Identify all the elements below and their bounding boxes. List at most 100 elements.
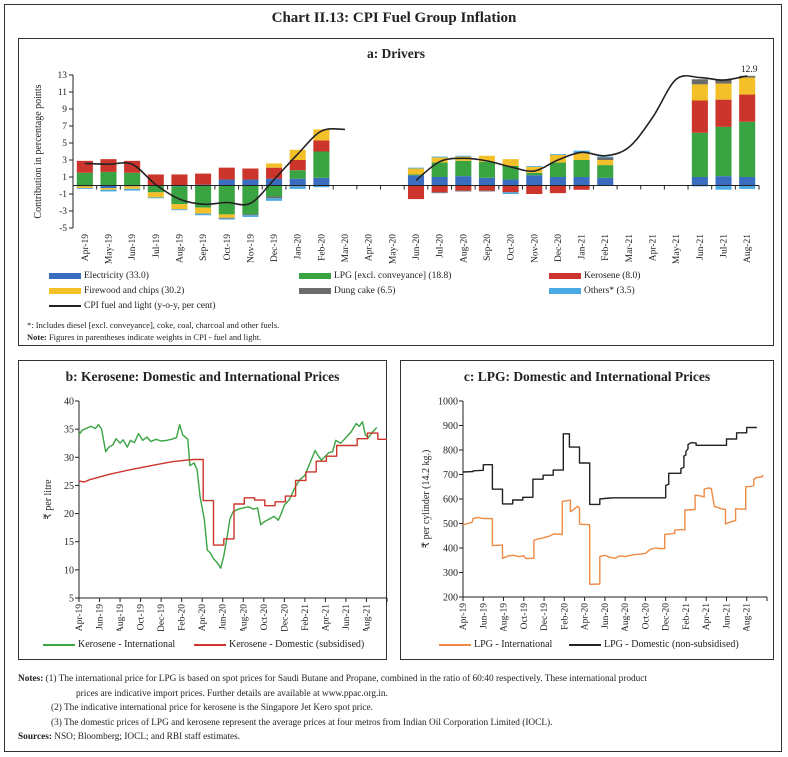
bar-segment-lpg	[502, 165, 519, 180]
bar-segment-lpg	[124, 172, 141, 186]
series-line-kerosene-international	[78, 421, 378, 569]
note-text: Figures in parentheses indicate weights …	[46, 332, 262, 342]
notes-block: Notes: (1) The international price for L…	[18, 672, 778, 745]
x-tick-label: Feb-20	[178, 604, 188, 631]
bar-segment-others	[455, 155, 472, 157]
bar-segment-dung	[242, 214, 259, 216]
legend-swatch-cpi	[49, 305, 81, 307]
bar-segment-firewood	[549, 154, 566, 163]
bar-segment-kerosene	[478, 185, 496, 191]
legend-swatch-electricity	[49, 273, 81, 279]
bar-segment-dung	[691, 79, 708, 85]
legend-electricity: Electricity (33.0)	[49, 271, 149, 281]
y-tick-label: 1	[62, 173, 67, 183]
x-tick-label: Jun-21	[722, 603, 732, 629]
bar-segment-lpg	[266, 185, 283, 197]
bar-segment-lpg	[549, 162, 566, 177]
x-tick-label: Aug-21	[362, 604, 372, 631]
legend-label: LPG - International	[474, 639, 553, 650]
legend-swatch-lpg	[299, 273, 331, 279]
y-tick-label: -3	[59, 207, 67, 217]
cpi-line	[415, 74, 748, 182]
bar-segment-dung	[739, 75, 756, 78]
x-tick-label: May-21	[672, 234, 682, 264]
bar-segment-firewood	[502, 159, 519, 166]
legend-firewood: Firewood and chips (30.2)	[49, 286, 184, 296]
sources-text: NSO; Bloomberg; IOCL; and RBI staff esti…	[51, 732, 241, 742]
bar-segment-kerosene	[502, 185, 519, 193]
x-tick-label: Sep-20	[483, 234, 493, 261]
cpi-line	[84, 128, 346, 206]
legend-swatch-kero-intl	[43, 643, 75, 646]
bar-segment-others	[407, 167, 425, 169]
note-line-1b: prices are indicative import prices. Fur…	[18, 687, 778, 702]
y-tick-label: 900	[443, 421, 458, 432]
x-tick-label: Dec-19	[540, 603, 550, 631]
y-axis-label: ₹ per cylinder (14.2 kg.)	[421, 450, 432, 549]
bar-segment-kerosene	[739, 94, 756, 122]
x-tick-label: Mar-20	[341, 234, 351, 263]
bar-segment-others	[431, 156, 448, 158]
legend-lpg: LPG [excl. conveyance] (18.8)	[299, 271, 451, 281]
legend-swatch-firewood	[49, 288, 81, 294]
x-tick-label: Dec-20	[662, 603, 672, 631]
x-tick-label: Apr-21	[321, 604, 331, 631]
bar-segment-lpg	[431, 162, 448, 177]
bar-segment-kerosene	[100, 159, 117, 172]
bar-segment-lpg	[313, 151, 330, 178]
sources-line: Sources: NSO; Bloomberg; IOCL; and RBI s…	[18, 730, 778, 745]
bar-segment-dung	[266, 196, 283, 199]
bar-segment-others	[526, 165, 543, 167]
x-tick-label: Aug-19	[116, 604, 126, 631]
bar-segment-electricity	[242, 179, 259, 186]
x-tick-label: Oct-19	[137, 604, 147, 631]
x-tick-label: Apr-21	[702, 603, 712, 630]
x-tick-label: Jul-19	[152, 234, 162, 258]
y-tick-label: -1	[59, 190, 67, 200]
x-tick-label: Jan-21	[578, 234, 588, 260]
legend-label: Others* (3.5)	[584, 286, 635, 296]
bar-segment-lpg	[455, 160, 472, 177]
x-tick-label: Aug-21	[743, 234, 753, 263]
kerosene-chart: 40 35 30 25 20 15 10 5 ₹ per litre Apr-19 Jun-19 Au…	[43, 397, 388, 631]
x-tick-label: Aug-19	[500, 603, 510, 631]
bar-segment-firewood	[313, 129, 330, 141]
bar-segment-firewood	[195, 207, 212, 214]
x-tick-label: Jan-20	[294, 234, 304, 260]
x-tick-label: Oct-19	[223, 234, 233, 261]
bar-segment-kerosene	[573, 185, 590, 190]
series-line-lpg-international	[462, 474, 764, 585]
y-tick-label: 11	[58, 88, 67, 98]
bar-segment-lpg	[195, 185, 212, 208]
y-tick-label: 15	[64, 537, 74, 548]
legend-label: Kerosene - International	[78, 639, 176, 650]
bar-segment-firewood	[124, 186, 141, 189]
x-tick-label: Aug-19	[175, 234, 185, 263]
bar-segment-firewood	[715, 83, 732, 100]
bar-segment-others	[195, 213, 212, 216]
bar-segment-electricity	[502, 179, 519, 186]
bar-segment-others	[313, 185, 330, 188]
y-tick-label: 800	[443, 446, 458, 457]
legend-label: LPG [excl. conveyance] (18.8)	[334, 271, 452, 281]
y-tick-label: 35	[64, 425, 74, 436]
y-tick-label: 400	[443, 544, 458, 555]
bar-segment-kerosene	[266, 167, 283, 179]
y-tick-label: 300	[443, 568, 458, 579]
bar-segment-dung	[597, 157, 614, 160]
y-tick-label: 20	[64, 509, 74, 520]
footnote-star: *: Includes diesel [excl. conveyance], c…	[27, 320, 280, 330]
bar-segment-kerosene	[171, 174, 188, 186]
sources-label: Sources:	[18, 732, 52, 742]
bar-segment-others	[739, 185, 756, 189]
legend-label: Kerosene (8.0)	[584, 271, 641, 281]
bar-segment-others	[715, 185, 732, 190]
bar-segment-lpg	[715, 126, 732, 177]
bar-segment-electricity	[218, 179, 235, 186]
bar-segment-firewood	[739, 77, 756, 95]
bar-segment-electricity	[266, 178, 283, 186]
y-tick-label: 200	[443, 593, 458, 604]
y-tick-label: 13	[58, 71, 68, 81]
bar-segment-others	[597, 156, 614, 158]
x-tick-label: Dec-20	[280, 604, 290, 631]
